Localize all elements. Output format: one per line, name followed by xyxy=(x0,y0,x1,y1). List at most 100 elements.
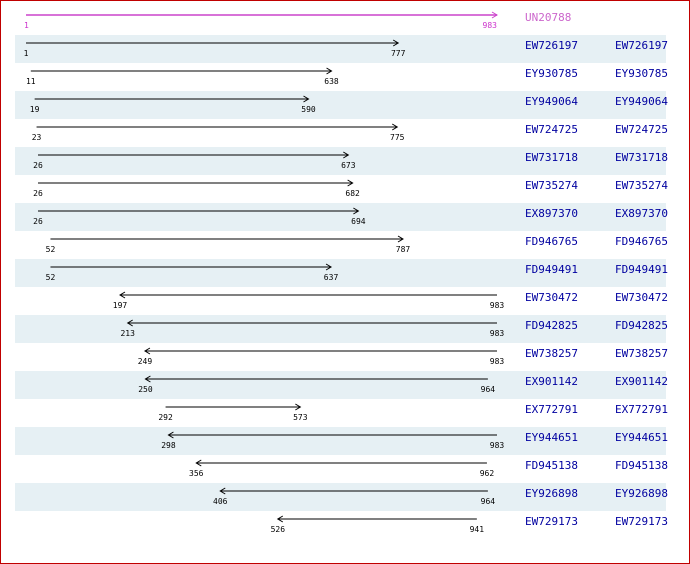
accession-link-secondary[interactable]: EY930785 xyxy=(615,67,668,80)
accession-link[interactable]: FD949491 xyxy=(525,263,578,276)
alignment-arrow xyxy=(37,207,360,215)
accession-link[interactable]: EX897370 xyxy=(525,207,578,220)
arrow-head xyxy=(276,515,284,523)
start-position: 19 xyxy=(29,105,40,114)
start-position: 213 xyxy=(120,329,135,338)
accession-link-secondary[interactable]: EY949064 xyxy=(615,95,668,108)
alignment-row: 249 983 EW738257 EW738257 xyxy=(15,343,668,371)
arrow-head xyxy=(347,179,354,187)
end-position: 777 xyxy=(390,49,406,58)
arrow-head xyxy=(126,319,133,327)
alignment-arrow xyxy=(167,431,497,439)
alignment-row: 197 983 EW730472 EW730472 xyxy=(15,287,668,315)
accession-link[interactable]: FD945138 xyxy=(525,459,578,472)
end-position: 682 xyxy=(345,189,360,198)
accession-link[interactable]: EW729173 xyxy=(525,515,578,528)
arrow-head xyxy=(391,123,399,131)
alignment-arrow xyxy=(30,67,333,75)
arrow-head xyxy=(326,67,333,75)
accession-link[interactable]: EW738257 xyxy=(525,347,578,360)
accession-link[interactable]: EW726197 xyxy=(525,39,578,52)
alignment-row: 23 775 EW724725 EW724725 xyxy=(15,119,668,147)
arrow-head xyxy=(195,459,202,467)
alignment-arrow xyxy=(34,95,310,103)
arrow-head xyxy=(392,39,400,47)
accession-link-secondary[interactable]: EW738257 xyxy=(615,347,668,360)
alignment-arrow xyxy=(143,347,497,355)
alignment-arrow xyxy=(37,179,354,187)
alignment-row: 19 590 EY949064 EY949064 xyxy=(15,91,668,119)
alignment-row: 292 573 EX772791 EX772791 xyxy=(15,399,668,427)
query-accession: UN20788 xyxy=(525,11,572,24)
accession-link-secondary[interactable]: EW730472 xyxy=(615,291,668,304)
accession-link[interactable]: FD942825 xyxy=(525,319,578,332)
accession-link[interactable]: EY930785 xyxy=(525,67,578,80)
end-position: 673 xyxy=(341,161,356,170)
alignment-arrow xyxy=(144,375,488,383)
arrow-head xyxy=(303,95,310,103)
arrow-head xyxy=(144,375,151,383)
accession-link[interactable]: EX901142 xyxy=(525,375,578,388)
arrow-head xyxy=(219,487,226,495)
accession-link[interactable]: EY944651 xyxy=(525,431,578,444)
accession-link[interactable]: FD946765 xyxy=(525,235,578,248)
accession-link-secondary[interactable]: FD949491 xyxy=(615,263,668,276)
accession-link-secondary[interactable]: FD946765 xyxy=(615,235,668,248)
end-position: 590 xyxy=(301,105,316,114)
alignment-row: 26 694 EX897370 EX897370 xyxy=(15,203,668,231)
accession-link[interactable]: EW735274 xyxy=(525,179,578,192)
alignment-row: 213 983 FD942825 FD942825 xyxy=(15,315,668,343)
end-position: 983 xyxy=(489,357,505,366)
accession-link-secondary[interactable]: EX901142 xyxy=(615,375,668,388)
end-position: 694 xyxy=(351,217,366,226)
alignment-row: 26 673 EW731718 EW731718 xyxy=(15,147,668,175)
end-position: 962 xyxy=(479,469,495,478)
end-position: 573 xyxy=(293,413,308,422)
arrow-head xyxy=(295,403,302,411)
accession-link-secondary[interactable]: EW726197 xyxy=(615,39,668,52)
end-position: 964 xyxy=(480,497,496,506)
start-position: 298 xyxy=(161,441,176,450)
end-position: 638 xyxy=(324,77,339,86)
start-position: 26 xyxy=(33,161,43,170)
accession-link[interactable]: EY926898 xyxy=(525,487,578,500)
end-position: 637 xyxy=(323,273,339,282)
accession-link[interactable]: EW730472 xyxy=(525,291,578,304)
accession-link-secondary[interactable]: EW729173 xyxy=(615,515,668,528)
start-position: 26 xyxy=(33,189,43,198)
accession-link[interactable]: EW731718 xyxy=(525,151,578,164)
accession-link[interactable]: EW724725 xyxy=(525,123,578,136)
alignment-row: 356 962 FD945138 FD945138 xyxy=(15,455,668,483)
alignment-row: 11 638 EY930785 EY930785 xyxy=(15,63,668,91)
arrow-head xyxy=(343,151,350,159)
alignment-row: 526 941 EW729173 EW729173 xyxy=(15,511,668,539)
accession-link-secondary[interactable]: EX772791 xyxy=(615,403,668,416)
alignment-arrow xyxy=(219,487,488,495)
accession-link-secondary[interactable]: FD945138 xyxy=(615,459,668,472)
alignment-arrow xyxy=(37,151,350,159)
arrow-head xyxy=(143,347,151,355)
start-position: 197 xyxy=(112,301,128,310)
alignment-arrow xyxy=(195,459,487,467)
accession-link[interactable]: EY949064 xyxy=(525,95,578,108)
alignment-row: 26 682 EW735274 EW735274 xyxy=(15,175,668,203)
alignment-arrow xyxy=(26,39,400,47)
start-position: 356 xyxy=(189,469,204,478)
arrow-head xyxy=(167,431,174,439)
arrow-head xyxy=(397,235,404,243)
accession-link-secondary[interactable]: EW735274 xyxy=(615,179,668,192)
accession-link-secondary[interactable]: FD942825 xyxy=(615,319,668,332)
accession-link-secondary[interactable]: EW731718 xyxy=(615,151,668,164)
accession-link-secondary[interactable]: EY926898 xyxy=(615,487,668,500)
accession-link-secondary[interactable]: EY944651 xyxy=(615,431,668,444)
start-position: 52 xyxy=(45,273,56,282)
arrow-head xyxy=(353,207,360,215)
start-position: 52 xyxy=(45,245,56,254)
accession-link-secondary[interactable]: EX897370 xyxy=(615,207,668,220)
accession-link-secondary[interactable]: EW724725 xyxy=(615,123,668,136)
alignment-row: 52 787 FD946765 FD946765 xyxy=(15,231,668,259)
start-position: 526 xyxy=(270,525,286,534)
alignment-arrow xyxy=(50,235,404,243)
accession-link[interactable]: EX772791 xyxy=(525,403,578,416)
alignment-row: 250 964 EX901142 EX901142 xyxy=(15,371,668,399)
